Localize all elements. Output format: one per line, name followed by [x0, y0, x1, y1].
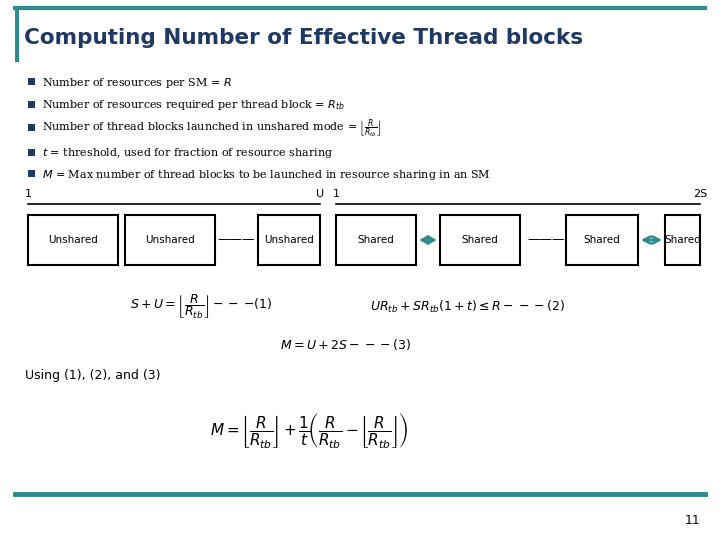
Bar [125, 215, 215, 265]
Bar [440, 215, 520, 265]
Text: ———: ——— [527, 233, 564, 246]
Bar [28, 124, 35, 131]
Bar [28, 170, 35, 177]
Text: $M=\left\lfloor\dfrac{R}{R_{tb}}\right\rfloor+\dfrac{1}{t}\!\left(\dfrac{R}{R_{t: $M=\left\lfloor\dfrac{R}{R_{tb}}\right\r… [210, 410, 409, 449]
Text: Using (1), (2), and (3): Using (1), (2), and (3) [25, 369, 161, 382]
Text: Shared: Shared [664, 235, 701, 245]
Bar [28, 78, 35, 85]
Text: $S+U=\left\lfloor\dfrac{R}{R_{tb}}\right\rfloor---\!(1)$: $S+U=\left\lfloor\dfrac{R}{R_{tb}}\right… [130, 293, 273, 321]
Bar [566, 215, 638, 265]
Text: 11: 11 [684, 514, 700, 526]
Bar [28, 101, 35, 108]
Text: Computing Number of Effective Thread blocks: Computing Number of Effective Thread blo… [24, 28, 583, 48]
Text: $t$ = threshold, used for fraction of resource sharing: $t$ = threshold, used for fraction of re… [42, 146, 333, 160]
Text: Shared: Shared [462, 235, 498, 245]
Text: Unshared: Unshared [145, 235, 195, 245]
Text: Number of thread blocks launched in unshared mode = $\left\lfloor\frac{R}{R_{tb}: Number of thread blocks launched in unsh… [42, 117, 382, 140]
Text: Unshared: Unshared [264, 235, 314, 245]
Text: Number of resources required per thread block = $R_{tb}$: Number of resources required per thread … [42, 98, 345, 112]
Bar [665, 215, 700, 265]
Text: Shared: Shared [584, 235, 621, 245]
Bar [258, 215, 320, 265]
Text: ———: ——— [217, 233, 255, 246]
Text: Unshared: Unshared [48, 235, 98, 245]
Bar [15, 10, 19, 62]
Text: 1: 1 [24, 189, 32, 199]
Bar [336, 215, 416, 265]
Text: $UR_{tb}+SR_{tb}(1+t)\leq R---(2)$: $UR_{tb}+SR_{tb}(1+t)\leq R---(2)$ [370, 299, 565, 315]
Text: $M$ = Max number of thread blocks to be launched in resource sharing in an SM: $M$ = Max number of thread blocks to be … [42, 167, 491, 181]
Bar [28, 215, 118, 265]
Text: Number of resources per SM = $R$: Number of resources per SM = $R$ [42, 76, 232, 90]
Bar [15, 10, 19, 62]
Text: 1: 1 [333, 189, 340, 199]
Bar [15, 10, 705, 62]
Text: U: U [316, 189, 324, 199]
Text: $M=U+2S---(3)$: $M=U+2S---(3)$ [280, 338, 411, 353]
Text: 2S: 2S [693, 189, 707, 199]
Bar [28, 149, 35, 156]
Text: Shared: Shared [358, 235, 395, 245]
